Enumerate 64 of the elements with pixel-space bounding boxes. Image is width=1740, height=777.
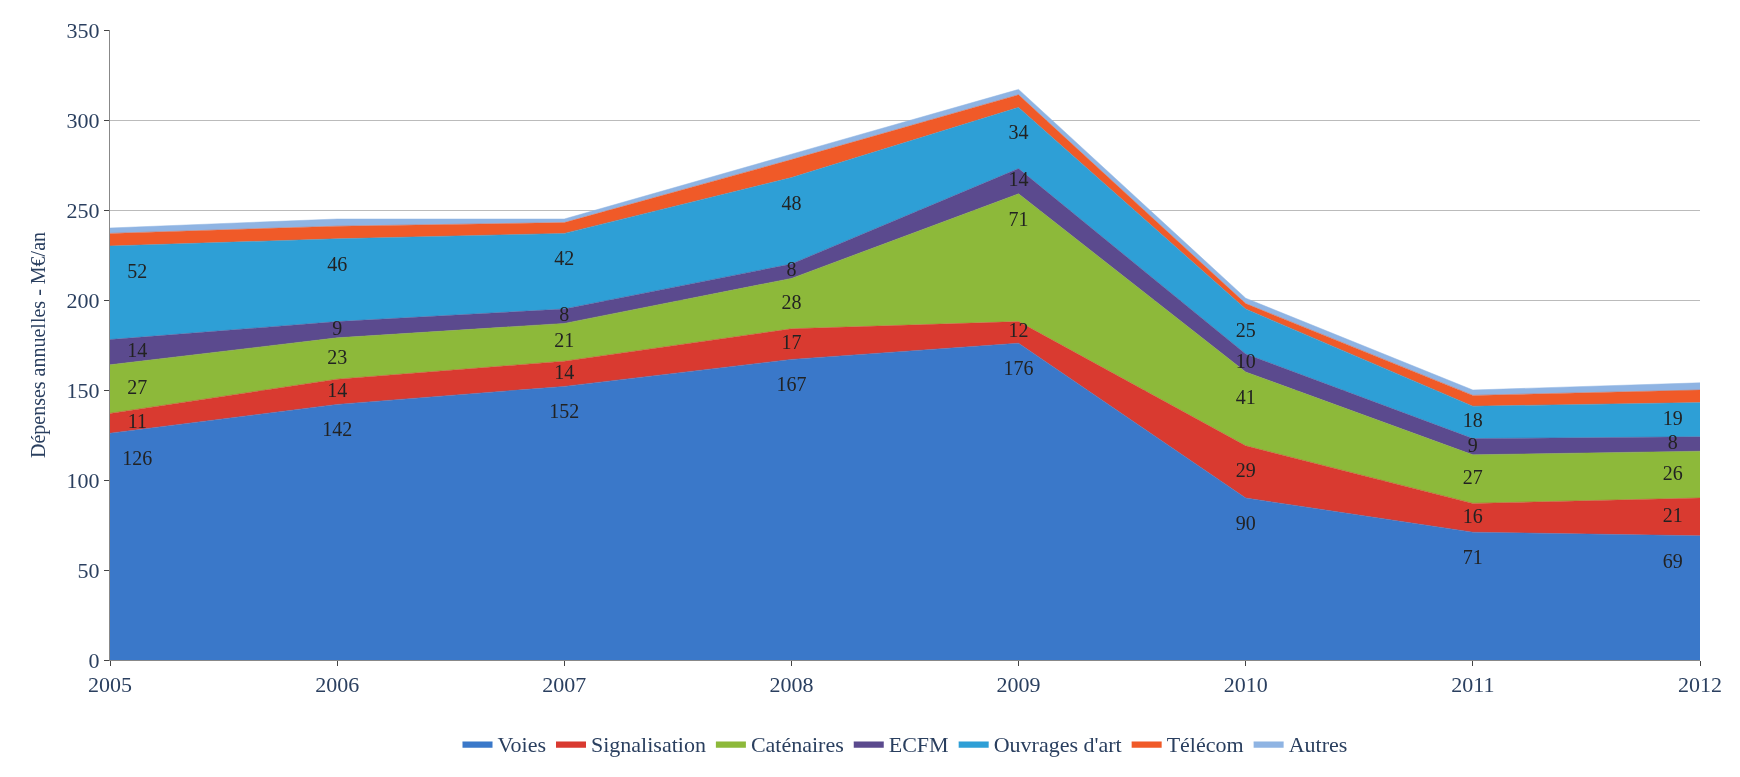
- data-label: 152: [549, 400, 580, 423]
- legend-label: Signalisation: [591, 732, 706, 758]
- data-label: 27: [127, 376, 148, 399]
- data-label: 9: [332, 316, 343, 339]
- data-label: 71: [1462, 546, 1483, 569]
- data-label: 25: [1235, 318, 1256, 341]
- data-label: 21: [1662, 503, 1683, 526]
- data-label: 52: [127, 260, 148, 282]
- data-label: 14: [127, 339, 148, 362]
- data-label: 41: [1235, 386, 1256, 408]
- data-label: 28: [781, 290, 802, 313]
- legend-label: Autres: [1288, 732, 1348, 758]
- data-label: 42: [554, 247, 575, 270]
- x-tick-label: 2010: [1223, 672, 1268, 698]
- y-tick-label: 250: [66, 197, 100, 223]
- data-label: 23: [327, 345, 348, 368]
- data-label: 167: [776, 373, 807, 396]
- data-label: 27: [1462, 466, 1483, 489]
- legend-label: Caténaires: [750, 732, 844, 758]
- data-label: 26: [1662, 461, 1683, 484]
- x-tick-label: 2007: [542, 672, 587, 698]
- legend-label: ECFM: [888, 732, 949, 758]
- data-label: 29: [1235, 458, 1256, 481]
- data-label: 8: [559, 303, 570, 326]
- y-tick-label: 200: [66, 287, 100, 313]
- data-label: 14: [554, 360, 575, 383]
- y-tick-label: 100: [66, 467, 100, 493]
- data-label: 176: [1003, 357, 1034, 380]
- data-label: 34: [1008, 121, 1029, 144]
- data-label: 17: [781, 331, 802, 354]
- data-label: 8: [786, 258, 797, 281]
- data-label: 14: [327, 378, 348, 401]
- x-tick-label: 2011: [1451, 672, 1495, 698]
- data-label: 71: [1008, 207, 1029, 230]
- data-label: 10: [1235, 350, 1256, 372]
- data-label: 46: [327, 252, 348, 275]
- data-label: 16: [1462, 504, 1483, 527]
- legend-label: Télécom: [1166, 732, 1244, 758]
- legend-label: Ouvrages d'art: [993, 732, 1122, 758]
- data-label: 21: [554, 329, 575, 352]
- y-tick-label: 150: [66, 377, 100, 403]
- x-tick-label: 2006: [315, 672, 360, 698]
- x-tick-label: 2008: [769, 672, 814, 698]
- y-tick-label: 300: [66, 107, 100, 133]
- data-label: 18: [1462, 409, 1483, 432]
- data-label: 14: [1008, 168, 1029, 191]
- data-label: 19: [1662, 406, 1683, 429]
- data-label: 8: [1667, 431, 1678, 453]
- x-tick-label: 2012: [1678, 672, 1722, 698]
- data-label: 69: [1662, 549, 1683, 572]
- data-label: 142: [322, 418, 353, 441]
- data-label: 9: [1467, 433, 1478, 456]
- data-label: 12: [1008, 319, 1029, 342]
- data-label: 90: [1235, 512, 1256, 534]
- data-label: 48: [781, 191, 802, 214]
- legend-label: Voies: [497, 732, 546, 758]
- data-label: 11: [127, 410, 147, 433]
- y-axis-title: Dépenses annuelles - M€/an: [27, 231, 51, 459]
- x-tick-label: 2005: [88, 672, 132, 698]
- y-tick-label: 50: [77, 557, 100, 583]
- data-label: 126: [122, 447, 153, 470]
- y-tick-label: 350: [66, 17, 100, 43]
- y-tick-label: 0: [88, 647, 100, 673]
- x-tick-label: 2009: [996, 672, 1041, 698]
